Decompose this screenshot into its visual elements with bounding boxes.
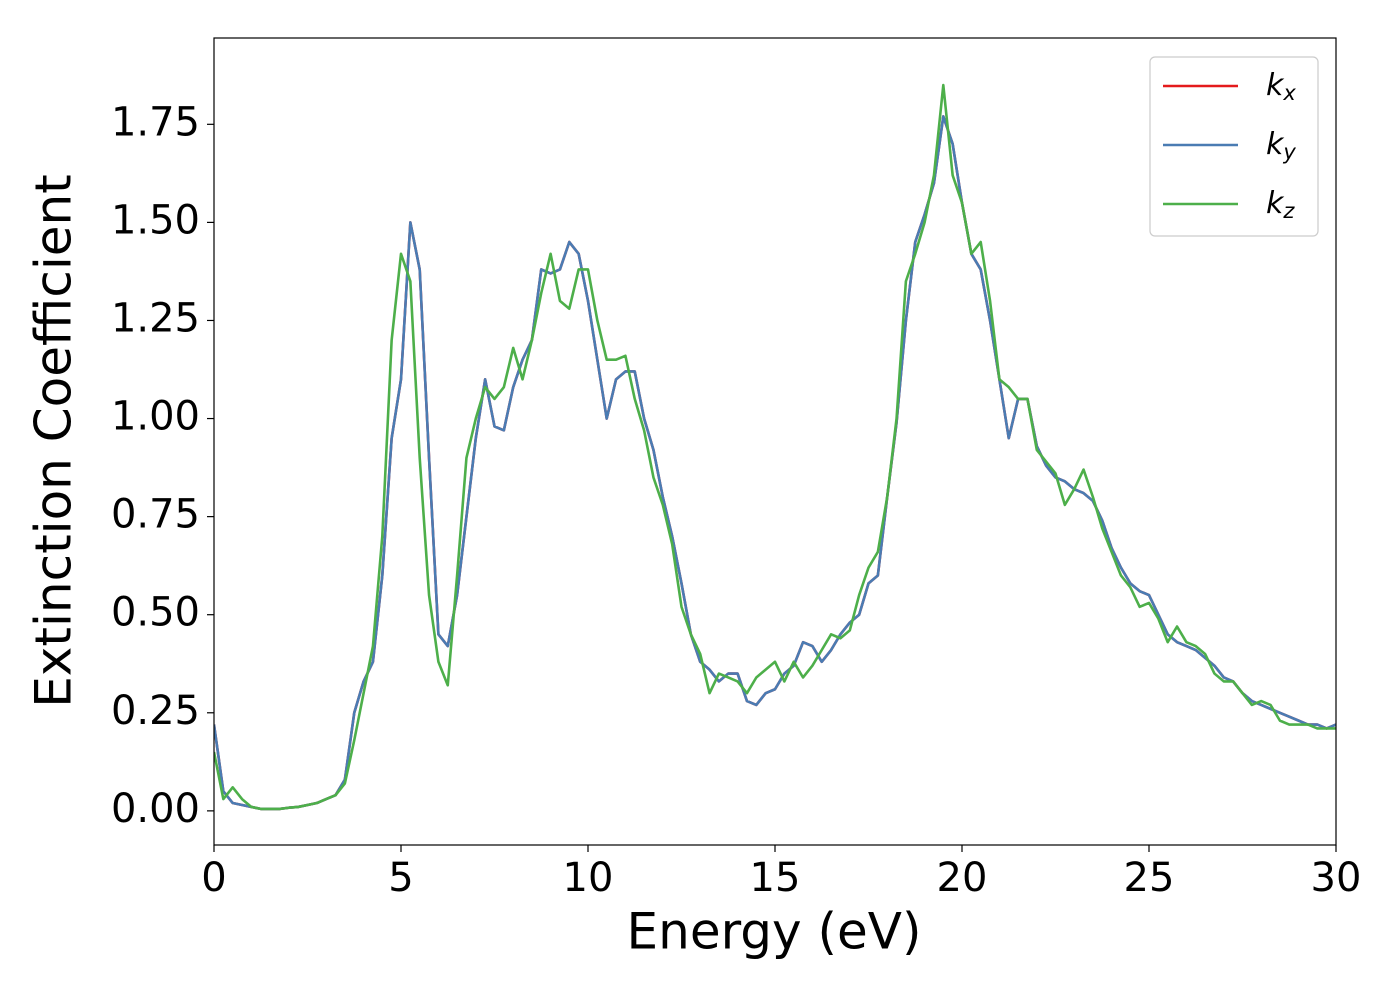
x-tick-label: 10 — [563, 855, 614, 901]
legend-label: kz — [1266, 186, 1295, 224]
x-tick-label: 15 — [750, 855, 801, 901]
x-tick-label: 30 — [1311, 855, 1362, 901]
y-tick-label: 0.00 — [111, 786, 200, 832]
plot-area — [214, 38, 1336, 845]
legend-label: kx — [1266, 68, 1296, 106]
x-tick-label: 5 — [388, 855, 413, 901]
x-axis-label: Energy (eV) — [627, 903, 922, 961]
data-line — [214, 83, 1336, 811]
y-tick-label: 0.25 — [111, 688, 200, 734]
y-tick-label: 0.50 — [111, 590, 200, 636]
y-tick-label: 0.75 — [111, 492, 200, 538]
legend-box — [1149, 56, 1319, 237]
y-axis-label: Extinction Coefficient — [25, 174, 83, 708]
plot-frame — [213, 37, 1337, 846]
data-line — [214, 115, 1336, 811]
x-tick-label: 20 — [937, 855, 988, 901]
y-tick-label: 1.50 — [111, 197, 200, 243]
x-tick-label: 25 — [1124, 855, 1175, 901]
legend-label: ky — [1266, 127, 1296, 165]
x-tick-label: 0 — [201, 855, 226, 901]
y-tick-label: 1.25 — [111, 295, 200, 341]
y-tick-label: 1.00 — [111, 394, 200, 440]
y-tick-label: 1.75 — [111, 99, 200, 145]
